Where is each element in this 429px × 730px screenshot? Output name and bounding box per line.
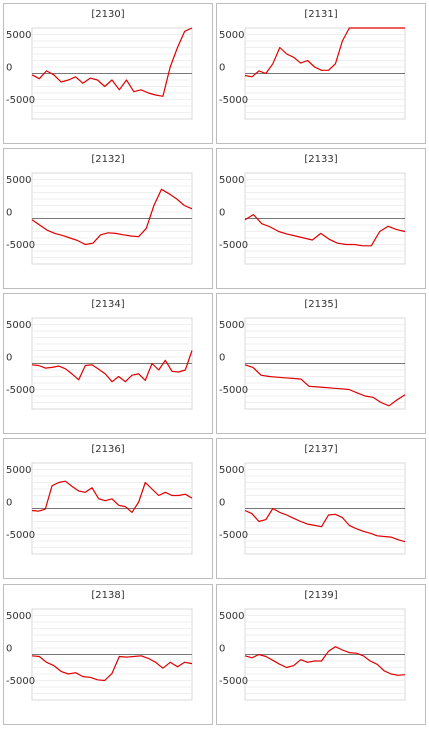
chart-panel: [2134] 5000 0 -5000	[3, 293, 213, 434]
y-tick-label: 0	[219, 353, 225, 364]
y-tick-label: 5000	[6, 465, 31, 476]
series-line	[31, 480, 193, 514]
series-line	[244, 213, 406, 247]
chart-panel: [2131] 5000 0 -5000	[216, 3, 426, 144]
series-line	[31, 188, 193, 246]
chart-panel: [2138] 5000 0 -5000	[3, 584, 213, 725]
y-tick-label: -5000	[219, 385, 248, 396]
chart-title: [2132]	[91, 154, 124, 165]
y-tick-label: -5000	[6, 95, 35, 106]
chart-title: [2130]	[91, 9, 124, 20]
chart-title: [2139]	[304, 590, 337, 601]
chart-svg: [2137] 5000 0 -5000	[219, 444, 406, 555]
y-tick-label: 0	[219, 208, 225, 219]
chart-panel: [2133] 5000 0 -5000	[216, 148, 426, 289]
chart-svg: [2139] 5000 0 -5000	[219, 590, 406, 701]
chart-title: [2135]	[304, 299, 337, 310]
y-tick-label: 5000	[219, 30, 244, 41]
chart-panel: [2137] 5000 0 -5000	[216, 438, 426, 579]
y-tick-label: -5000	[6, 676, 35, 687]
chart-title: [2138]	[91, 590, 124, 601]
y-tick-label: 0	[6, 208, 12, 219]
y-tick-label: -5000	[6, 385, 35, 396]
chart-svg: [2136] 5000 0 -5000	[6, 444, 193, 555]
series-line	[31, 655, 193, 682]
chart-panel: [2139] 5000 0 -5000	[216, 584, 426, 725]
series-line	[244, 507, 406, 543]
y-tick-label: 5000	[6, 611, 31, 622]
y-tick-label: -5000	[219, 530, 248, 541]
chart-svg: [2135] 5000 0 -5000	[219, 299, 406, 410]
y-tick-label: 5000	[219, 320, 244, 331]
y-tick-label: 0	[219, 644, 225, 655]
chart-title: [2136]	[91, 444, 124, 455]
series-line	[244, 646, 406, 676]
series-line	[31, 27, 193, 97]
chart-svg: [2130] 5000 0 -5000	[6, 9, 193, 120]
chart-title: [2137]	[304, 444, 337, 455]
chart-svg: [2138] 5000 0 -5000	[6, 590, 193, 701]
y-tick-label: 5000	[219, 611, 244, 622]
chart-title: [2133]	[304, 154, 337, 165]
chart-panel: [2130] 5000 0 -5000	[3, 3, 213, 144]
y-tick-label: 0	[6, 63, 12, 74]
y-tick-label: 5000	[219, 465, 244, 476]
y-tick-label: -5000	[219, 95, 248, 106]
chart-panel: [2132] 5000 0 -5000	[3, 148, 213, 289]
y-tick-label: 5000	[219, 175, 244, 186]
series-line	[31, 350, 193, 383]
y-tick-label: 5000	[6, 175, 31, 186]
series-line	[244, 27, 405, 78]
y-tick-label: -5000	[219, 676, 248, 687]
y-tick-label: -5000	[6, 530, 35, 541]
y-tick-label: 0	[6, 498, 12, 509]
y-tick-label: 0	[219, 498, 225, 509]
y-tick-label: 5000	[6, 30, 31, 41]
y-tick-label: 5000	[6, 320, 31, 331]
chart-title: [2134]	[91, 299, 124, 310]
chart-svg: [2133] 5000 0 -5000	[219, 154, 406, 265]
y-tick-label: 0	[6, 353, 12, 364]
chart-panel: [2136] 5000 0 -5000	[3, 438, 213, 579]
y-tick-label: -5000	[6, 240, 35, 251]
chart-panel: [2135] 5000 0 -5000	[216, 293, 426, 434]
y-tick-label: 0	[6, 644, 12, 655]
series-line	[244, 364, 406, 407]
chart-svg: [2134] 5000 0 -5000	[6, 299, 193, 410]
chart-svg: [2132] 5000 0 -5000	[6, 154, 193, 265]
chart-svg: [2131] 5000 0 -5000	[219, 9, 406, 120]
y-tick-label: -5000	[219, 240, 248, 251]
chart-title: [2131]	[304, 9, 337, 20]
y-tick-label: 0	[219, 63, 225, 74]
